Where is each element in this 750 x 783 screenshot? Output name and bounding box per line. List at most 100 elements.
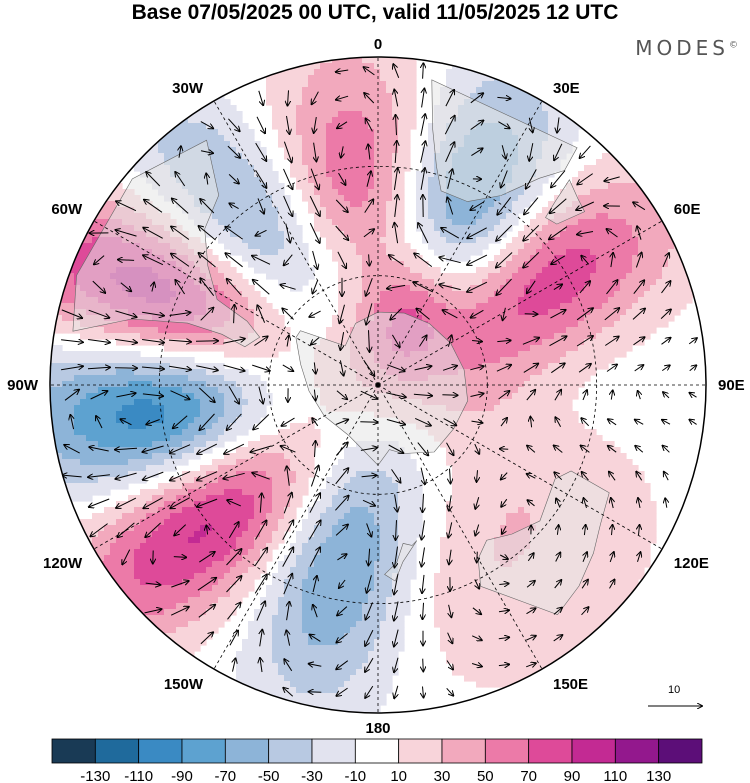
field-cell bbox=[308, 123, 315, 130]
field-cell bbox=[248, 201, 255, 208]
field-cell bbox=[344, 219, 351, 226]
field-cell bbox=[572, 297, 579, 304]
field-cell bbox=[578, 429, 585, 436]
field-cell bbox=[656, 315, 663, 322]
field-cell bbox=[368, 135, 375, 142]
field-cell bbox=[116, 333, 123, 340]
field-cell bbox=[236, 237, 243, 244]
field-cell bbox=[68, 423, 75, 430]
field-cell bbox=[404, 57, 411, 64]
field-cell bbox=[404, 141, 411, 148]
field-cell bbox=[518, 327, 525, 334]
field-cell bbox=[188, 435, 195, 442]
field-cell bbox=[602, 183, 609, 190]
field-cell bbox=[74, 441, 81, 448]
field-cell bbox=[284, 249, 291, 256]
field-cell bbox=[464, 351, 471, 358]
field-cell bbox=[314, 123, 321, 130]
field-cell bbox=[326, 99, 333, 106]
field-cell bbox=[296, 105, 303, 112]
field-cell bbox=[176, 129, 183, 136]
field-cell bbox=[200, 369, 207, 376]
field-cell bbox=[428, 171, 435, 178]
field-cell bbox=[464, 423, 471, 430]
field-cell bbox=[464, 207, 471, 214]
field-cell bbox=[482, 207, 489, 214]
field-cell bbox=[524, 309, 531, 316]
field-cell bbox=[254, 177, 261, 184]
field-cell bbox=[188, 399, 195, 406]
field-cell bbox=[512, 417, 519, 424]
field-cell bbox=[548, 411, 555, 418]
field-cell bbox=[584, 429, 591, 436]
field-cell bbox=[350, 183, 357, 190]
field-cell bbox=[284, 267, 291, 274]
field-cell bbox=[56, 435, 63, 442]
field-cell bbox=[380, 153, 387, 160]
field-cell bbox=[242, 315, 249, 322]
field-cell bbox=[380, 57, 387, 64]
field-cell bbox=[296, 135, 303, 142]
field-cell bbox=[98, 417, 105, 424]
field-cell bbox=[590, 255, 597, 262]
field-cell bbox=[164, 393, 171, 400]
field-cell bbox=[224, 375, 231, 382]
field-cell bbox=[290, 267, 297, 274]
field-cell bbox=[284, 69, 291, 76]
field-cell bbox=[86, 327, 93, 334]
field-cell bbox=[506, 111, 513, 118]
field-cell bbox=[338, 159, 345, 166]
field-cell bbox=[56, 321, 63, 328]
field-cell bbox=[200, 339, 207, 346]
field-cell bbox=[380, 303, 387, 310]
field-cell bbox=[380, 105, 387, 112]
field-cell bbox=[170, 363, 177, 370]
field-cell bbox=[104, 363, 111, 370]
field-cell bbox=[410, 93, 417, 100]
field-cell bbox=[74, 267, 81, 274]
field-cell bbox=[224, 159, 231, 166]
field-cell bbox=[140, 441, 147, 448]
field-cell bbox=[80, 435, 87, 442]
field-cell bbox=[242, 297, 249, 304]
field-cell bbox=[572, 309, 579, 316]
field-cell bbox=[116, 357, 123, 364]
field-cell bbox=[482, 435, 489, 442]
field-cell bbox=[302, 183, 309, 190]
field-cell bbox=[500, 399, 507, 406]
field-cell bbox=[668, 297, 675, 304]
field-cell bbox=[518, 339, 525, 346]
field-cell bbox=[530, 303, 537, 310]
field-cell bbox=[536, 357, 543, 364]
field-cell bbox=[170, 153, 177, 160]
field-cell bbox=[512, 291, 519, 298]
field-cell bbox=[584, 237, 591, 244]
field-cell bbox=[446, 309, 453, 316]
field-cell bbox=[308, 141, 315, 148]
field-cell bbox=[578, 219, 585, 226]
field-cell bbox=[470, 423, 477, 430]
field-cell bbox=[566, 351, 573, 358]
field-cell bbox=[218, 195, 225, 202]
field-cell bbox=[416, 189, 423, 196]
field-cell bbox=[254, 159, 261, 166]
field-cell bbox=[602, 339, 609, 346]
field-cell bbox=[272, 453, 279, 460]
field-cell bbox=[398, 267, 405, 274]
field-cell bbox=[548, 345, 555, 352]
field-cell bbox=[518, 393, 525, 400]
field-cell bbox=[578, 375, 585, 382]
field-cell bbox=[578, 309, 585, 316]
field-cell bbox=[596, 357, 603, 364]
field-cell bbox=[350, 219, 357, 226]
field-cell bbox=[614, 339, 621, 346]
field-cell bbox=[254, 441, 261, 448]
field-cell bbox=[674, 279, 681, 286]
field-cell bbox=[626, 273, 633, 280]
field-cell bbox=[464, 339, 471, 346]
field-cell bbox=[536, 183, 543, 190]
field-cell bbox=[254, 189, 261, 196]
field-cell bbox=[326, 93, 333, 100]
field-cell bbox=[332, 333, 339, 340]
field-cell bbox=[542, 399, 549, 406]
